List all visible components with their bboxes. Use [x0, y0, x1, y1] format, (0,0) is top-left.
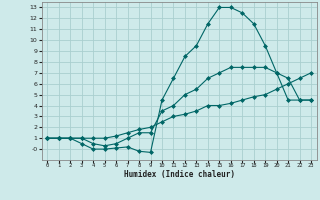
- X-axis label: Humidex (Indice chaleur): Humidex (Indice chaleur): [124, 170, 235, 179]
